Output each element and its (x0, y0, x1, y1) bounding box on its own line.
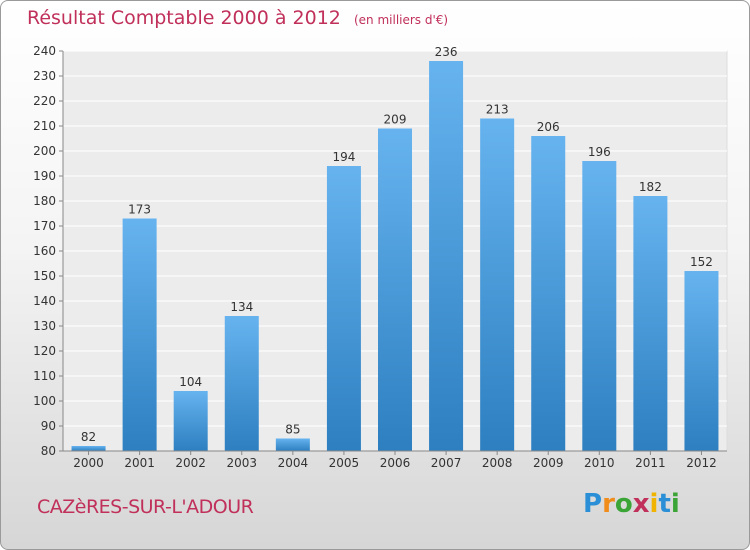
data-label-2000: 82 (81, 430, 96, 444)
logo-letter: P (583, 489, 603, 519)
y-tick-label: 80 (41, 444, 56, 458)
data-label-2012: 152 (690, 255, 713, 269)
logo-letter: x (632, 489, 650, 519)
bar-2004 (275, 438, 310, 451)
x-tick-label-2011: 2011 (635, 456, 666, 470)
y-tick-label: 210 (33, 119, 56, 133)
bar-2011 (633, 196, 668, 451)
data-label-2009: 206 (537, 120, 560, 134)
y-tick-label: 240 (33, 44, 56, 58)
bar-2006 (378, 128, 412, 451)
logo-letter: i (649, 489, 659, 519)
y-tick-label: 190 (33, 169, 56, 183)
x-tick-label-2009: 2009 (533, 456, 564, 470)
data-label-2005: 194 (332, 150, 355, 164)
bar-2000 (71, 446, 106, 451)
y-tick-label: 90 (41, 419, 56, 433)
y-tick-label: 160 (33, 244, 56, 258)
y-tick-label: 140 (33, 294, 56, 308)
chart-title: Résultat Comptable 2000 à 2012 (en milli… (27, 7, 448, 29)
x-tick-label-2001: 2001 (124, 456, 155, 470)
y-tick-label: 230 (33, 69, 56, 83)
x-tick-label-2007: 2007 (431, 456, 462, 470)
chart-subtitle: (en milliers d'€) (353, 13, 449, 27)
bar-2007 (429, 61, 464, 451)
y-tick-label: 120 (33, 344, 56, 358)
data-label-2007: 236 (435, 45, 458, 59)
data-label-2003: 134 (230, 300, 253, 314)
logo-letter: t (658, 489, 671, 519)
bar-2002 (173, 391, 208, 451)
data-label-2002: 104 (179, 375, 202, 389)
bar-2003 (224, 316, 259, 451)
x-tick-label-2005: 2005 (329, 456, 360, 470)
bar-2005 (326, 166, 361, 451)
x-tick-label-2010: 2010 (584, 456, 615, 470)
x-tick-label-2012: 2012 (686, 456, 717, 470)
chart-title-text: Résultat Comptable 2000 à 2012 (27, 7, 341, 29)
bar-2009 (531, 136, 566, 451)
x-tick-label-2006: 2006 (380, 456, 411, 470)
y-tick-label: 100 (33, 394, 56, 408)
y-tick-label: 110 (33, 369, 56, 383)
y-tick-label: 200 (33, 144, 56, 158)
x-tick-label-2008: 2008 (482, 456, 513, 470)
data-label-2001: 173 (128, 203, 151, 217)
y-tick-label: 220 (33, 94, 56, 108)
data-label-2011: 182 (639, 180, 662, 194)
bar-2010 (582, 161, 617, 451)
logo-letter: r (602, 489, 615, 519)
bar-2008 (480, 118, 515, 451)
bar-2012 (684, 271, 719, 451)
logo-letter: o (614, 489, 633, 519)
logo-letter: i (670, 489, 680, 519)
y-tick-label: 130 (33, 319, 56, 333)
data-label-2004: 85 (285, 423, 300, 437)
data-label-2010: 196 (588, 145, 611, 159)
y-tick-label: 170 (33, 219, 56, 233)
proxiti-logo: Proxiti (583, 489, 680, 519)
x-tick-label-2000: 2000 (73, 456, 104, 470)
x-tick-label-2002: 2002 (175, 456, 206, 470)
data-label-2006: 209 (384, 113, 407, 127)
x-tick-label-2003: 2003 (226, 456, 257, 470)
x-tick-label-2004: 2004 (278, 456, 309, 470)
data-label-2008: 213 (486, 103, 509, 117)
location-label: CAZèRES-SUR-L'ADOUR (37, 496, 254, 518)
y-tick-label: 150 (33, 269, 56, 283)
y-tick-label: 180 (33, 194, 56, 208)
bar-2001 (122, 218, 157, 451)
